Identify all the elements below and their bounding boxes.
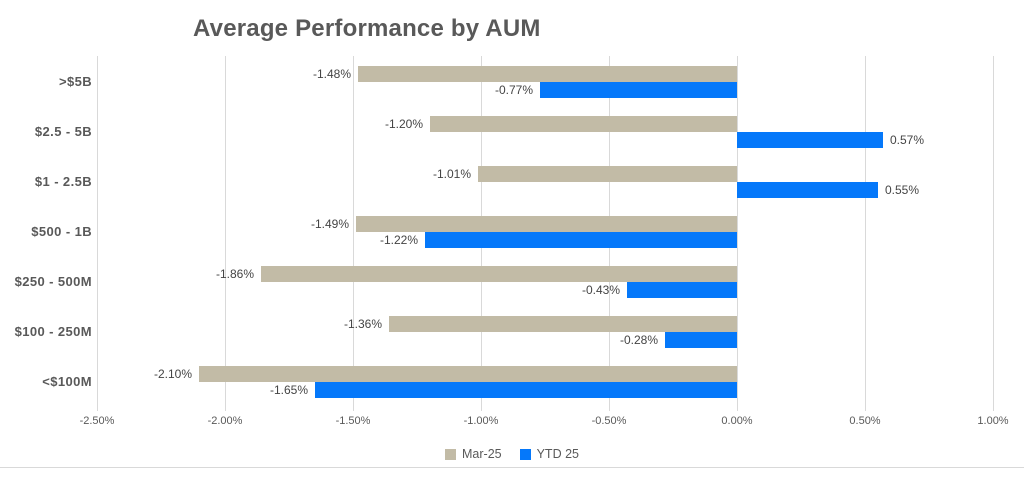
legend-label: YTD 25 [536,447,579,461]
data-label: -1.01% [432,167,471,181]
x-axis-tick-label: -1.50% [335,415,371,427]
data-label: 0.57% [890,133,925,147]
category-label: >$5B [58,74,92,89]
bar-ytd-25 [665,332,737,348]
data-label: -1.22% [379,233,418,247]
bar-mar-25 [389,316,737,332]
x-axis-tick-label: 0.00% [721,415,753,427]
data-label: -1.65% [269,383,308,397]
bar-mar-25 [478,166,737,182]
legend: Mar-25 YTD 25 [0,447,1024,461]
x-axis-tick-label: -2.00% [207,415,243,427]
bar-ytd-25 [737,182,878,198]
bar-ytd-25 [627,282,737,298]
data-label: -0.43% [581,283,620,297]
bar-mar-25 [199,366,737,382]
data-label: -1.20% [384,117,423,131]
category-label: $2.5 - 5B [34,124,92,139]
data-label: -2.10% [153,367,192,381]
legend-swatch-icon [445,448,456,460]
bottom-divider-line [0,467,1024,468]
data-label: 0.55% [885,183,920,197]
data-label: -0.28% [619,333,658,347]
legend-item: YTD 25 [519,447,579,461]
bar-mar-25 [356,216,737,232]
legend-label: Mar-25 [462,447,502,461]
x-axis-tick-label: -1.00% [463,415,499,427]
bar-ytd-25 [540,82,737,98]
legend-swatch-icon [519,448,531,460]
gridline [97,56,98,411]
bar-mar-25 [358,66,737,82]
gridline [993,56,994,411]
gridline [225,56,226,411]
bar-ytd-25 [737,132,883,148]
gridline [737,56,738,411]
category-label: $250 - 500M [14,274,92,289]
x-axis-tick-label: 0.50% [849,415,881,427]
x-axis-tick-label: -2.50% [79,415,115,427]
chart-title: Average Performance by AUM [193,15,541,42]
bar-ytd-25 [425,232,737,248]
legend-item: Mar-25 [445,447,502,461]
bar-mar-25 [430,116,737,132]
data-label: -1.36% [343,317,382,331]
data-label: -1.86% [215,267,254,281]
x-axis-tick-label: -0.50% [591,415,627,427]
category-label: $1 - 2.5B [34,174,92,189]
x-axis-tick-label: 1.00% [977,415,1009,427]
gridline [865,56,866,411]
gridline [353,56,354,411]
data-label: -0.77% [494,83,533,97]
category-label: $500 - 1B [31,224,92,239]
category-label: $100 - 250M [14,324,92,339]
bar-ytd-25 [315,382,737,398]
category-label: <$100M [42,374,92,389]
data-label: -1.49% [310,217,349,231]
data-label: -1.48% [312,67,351,81]
bar-mar-25 [261,266,737,282]
